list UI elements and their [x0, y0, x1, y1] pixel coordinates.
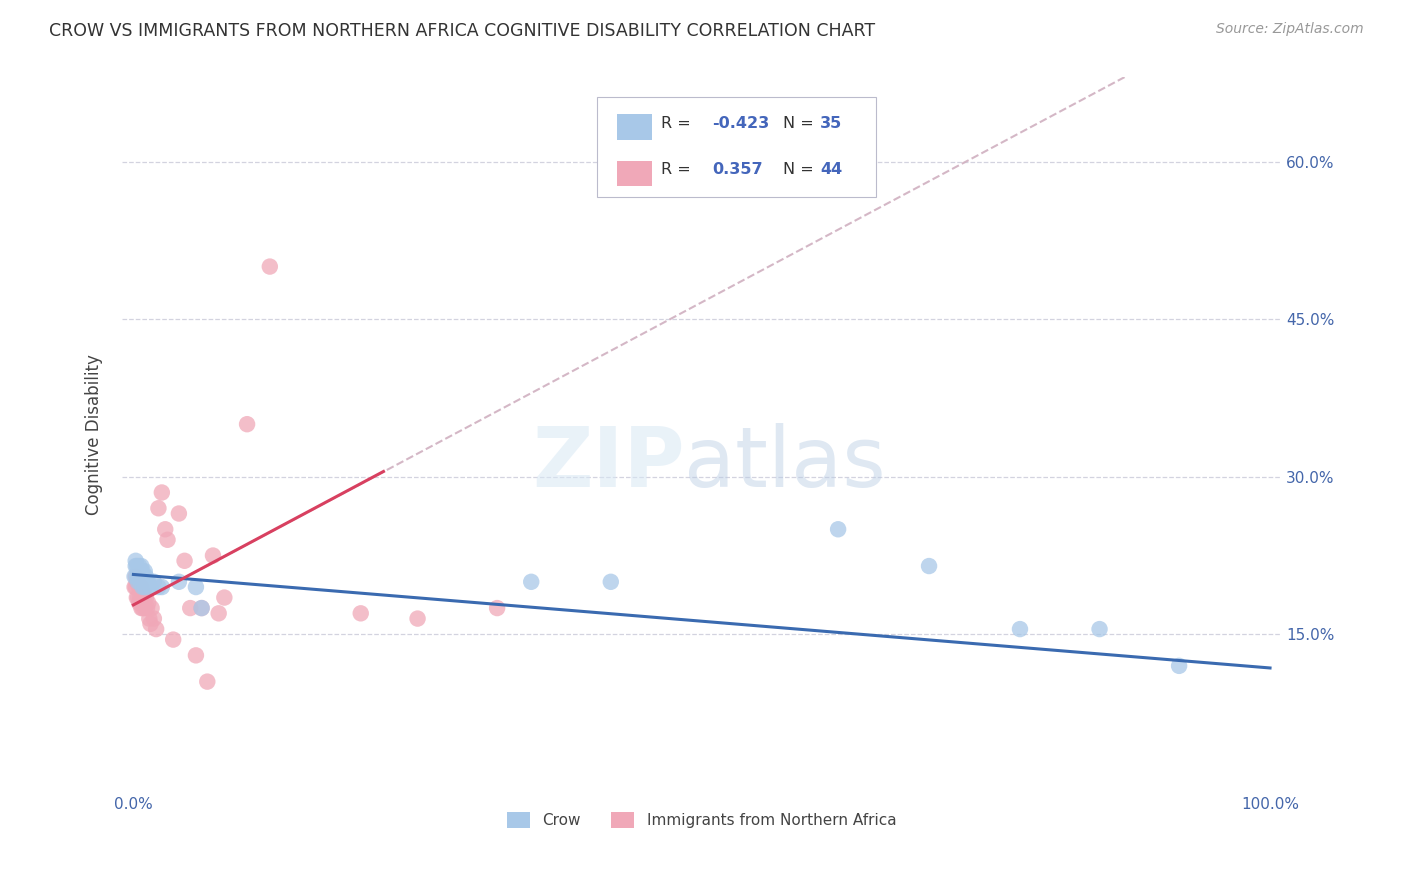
Point — [167, 574, 190, 589]
Point — [184, 648, 207, 663]
Text: -0.423: -0.423 — [713, 116, 769, 131]
Text: atlas: atlas — [685, 423, 886, 504]
FancyBboxPatch shape — [617, 161, 652, 186]
FancyBboxPatch shape — [598, 96, 876, 197]
Point — [124, 569, 146, 583]
Point — [156, 533, 179, 547]
Point — [125, 559, 148, 574]
Point — [138, 611, 160, 625]
Point — [1088, 622, 1111, 636]
Point — [125, 591, 148, 605]
Point — [127, 574, 149, 589]
Point — [148, 501, 170, 516]
Point — [127, 574, 149, 589]
Point — [486, 601, 509, 615]
Point — [214, 591, 236, 605]
Point — [125, 580, 148, 594]
Point — [128, 596, 150, 610]
Point — [184, 580, 207, 594]
Y-axis label: Cognitive Disability: Cognitive Disability — [86, 354, 103, 516]
Point — [139, 616, 162, 631]
Point — [125, 569, 148, 583]
Point — [125, 569, 148, 583]
Point — [179, 601, 201, 615]
Point — [1008, 622, 1031, 636]
Text: N =: N = — [783, 116, 818, 131]
Point — [827, 522, 849, 536]
Text: R =: R = — [661, 162, 696, 178]
Point — [134, 580, 156, 594]
Point — [167, 507, 190, 521]
Point — [129, 580, 152, 594]
Point — [125, 554, 148, 568]
Point — [136, 601, 159, 615]
FancyBboxPatch shape — [617, 114, 652, 140]
Point — [125, 559, 148, 574]
Text: 0.357: 0.357 — [713, 162, 763, 178]
Point — [142, 611, 165, 625]
Point — [142, 574, 165, 589]
Point — [131, 569, 153, 583]
Point — [134, 601, 156, 615]
Point — [132, 591, 155, 605]
Point — [350, 607, 373, 621]
Point — [148, 580, 170, 594]
Point — [599, 574, 621, 589]
Point — [128, 559, 150, 574]
Point — [129, 564, 152, 578]
Point — [135, 591, 157, 605]
Text: 44: 44 — [820, 162, 842, 178]
Point — [131, 585, 153, 599]
Point — [125, 574, 148, 589]
Point — [131, 601, 153, 615]
Point — [236, 417, 259, 432]
Point — [208, 607, 231, 621]
Point — [150, 485, 173, 500]
Text: N =: N = — [783, 162, 818, 178]
Point — [135, 569, 157, 583]
Point — [520, 574, 543, 589]
Point — [127, 591, 149, 605]
Text: R =: R = — [661, 116, 696, 131]
Point — [131, 580, 153, 594]
Point — [259, 260, 281, 274]
Point — [190, 601, 212, 615]
Point — [136, 596, 159, 610]
Point — [132, 569, 155, 583]
Point — [173, 554, 195, 568]
Point — [136, 574, 159, 589]
Point — [150, 580, 173, 594]
Point — [195, 674, 218, 689]
Point — [131, 559, 153, 574]
Point — [128, 569, 150, 583]
Text: Source: ZipAtlas.com: Source: ZipAtlas.com — [1216, 22, 1364, 37]
Point — [131, 601, 153, 615]
Point — [145, 622, 167, 636]
Point — [136, 574, 159, 589]
Point — [162, 632, 184, 647]
Point — [129, 591, 152, 605]
Point — [131, 564, 153, 578]
Point — [139, 580, 162, 594]
Point — [190, 601, 212, 615]
Point — [155, 522, 177, 536]
Point — [131, 580, 153, 594]
Point — [201, 549, 224, 563]
Text: 35: 35 — [820, 116, 842, 131]
Point — [128, 580, 150, 594]
Point — [124, 580, 146, 594]
Point — [406, 611, 429, 625]
Point — [918, 559, 941, 574]
Legend: Crow, Immigrants from Northern Africa: Crow, Immigrants from Northern Africa — [501, 806, 903, 834]
Point — [134, 564, 156, 578]
Point — [141, 601, 163, 615]
Point — [129, 574, 152, 589]
Point — [127, 564, 149, 578]
Text: CROW VS IMMIGRANTS FROM NORTHERN AFRICA COGNITIVE DISABILITY CORRELATION CHART: CROW VS IMMIGRANTS FROM NORTHERN AFRICA … — [49, 22, 876, 40]
Point — [1168, 658, 1191, 673]
Text: ZIP: ZIP — [531, 423, 685, 504]
